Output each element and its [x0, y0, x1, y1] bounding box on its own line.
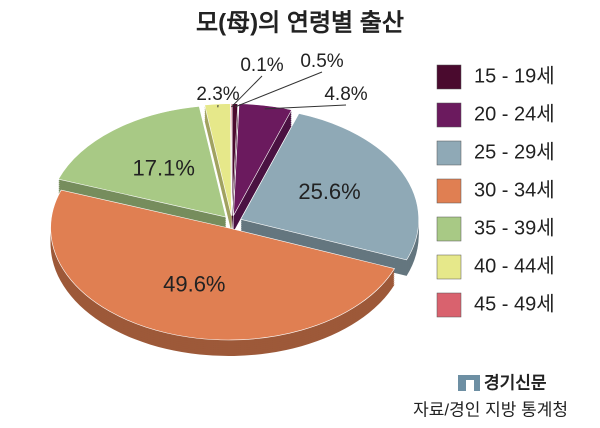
value-label: 25.6% — [298, 179, 360, 204]
leader-line — [231, 75, 263, 108]
slice — [233, 103, 293, 216]
value-label: 49.6% — [163, 271, 225, 296]
legend-label: 20 - 24세 — [474, 102, 555, 125]
logo-text: 경기신문 — [484, 373, 547, 392]
slice — [240, 113, 420, 261]
legend-label: 35 - 39세 — [474, 216, 555, 239]
legend-swatch — [436, 64, 462, 90]
source: 자료/경인 지방 통계청 — [413, 400, 568, 419]
legend-swatch — [436, 140, 462, 166]
value-label: 2.3% — [196, 84, 239, 105]
legend-swatch — [436, 102, 462, 128]
logo-icon-inner — [466, 380, 474, 391]
legend-label: 40 - 44세 — [474, 254, 555, 277]
slice — [230, 103, 233, 216]
legend-swatch — [436, 216, 462, 242]
value-label: 17.1% — [133, 155, 195, 180]
legend-swatch — [436, 292, 462, 318]
legend-label: 25 - 29세 — [474, 140, 555, 163]
legend-label: 15 - 19세 — [474, 64, 555, 87]
legend-swatch — [436, 254, 462, 280]
leader-line — [264, 104, 347, 110]
value-label: 0.1% — [240, 55, 283, 76]
slice — [57, 106, 227, 218]
legend-swatch — [436, 178, 462, 204]
slice — [204, 103, 232, 216]
legend-label: 45 - 49세 — [474, 292, 555, 315]
leader-line — [234, 71, 323, 108]
slice — [50, 189, 396, 341]
value-label: 0.5% — [300, 51, 343, 72]
value-label: 4.8% — [324, 84, 367, 105]
chart-title: 모(母)의 연령별 출산 — [196, 9, 404, 36]
logo: 경기신문 — [458, 373, 547, 392]
legend-label: 30 - 34세 — [474, 178, 555, 201]
